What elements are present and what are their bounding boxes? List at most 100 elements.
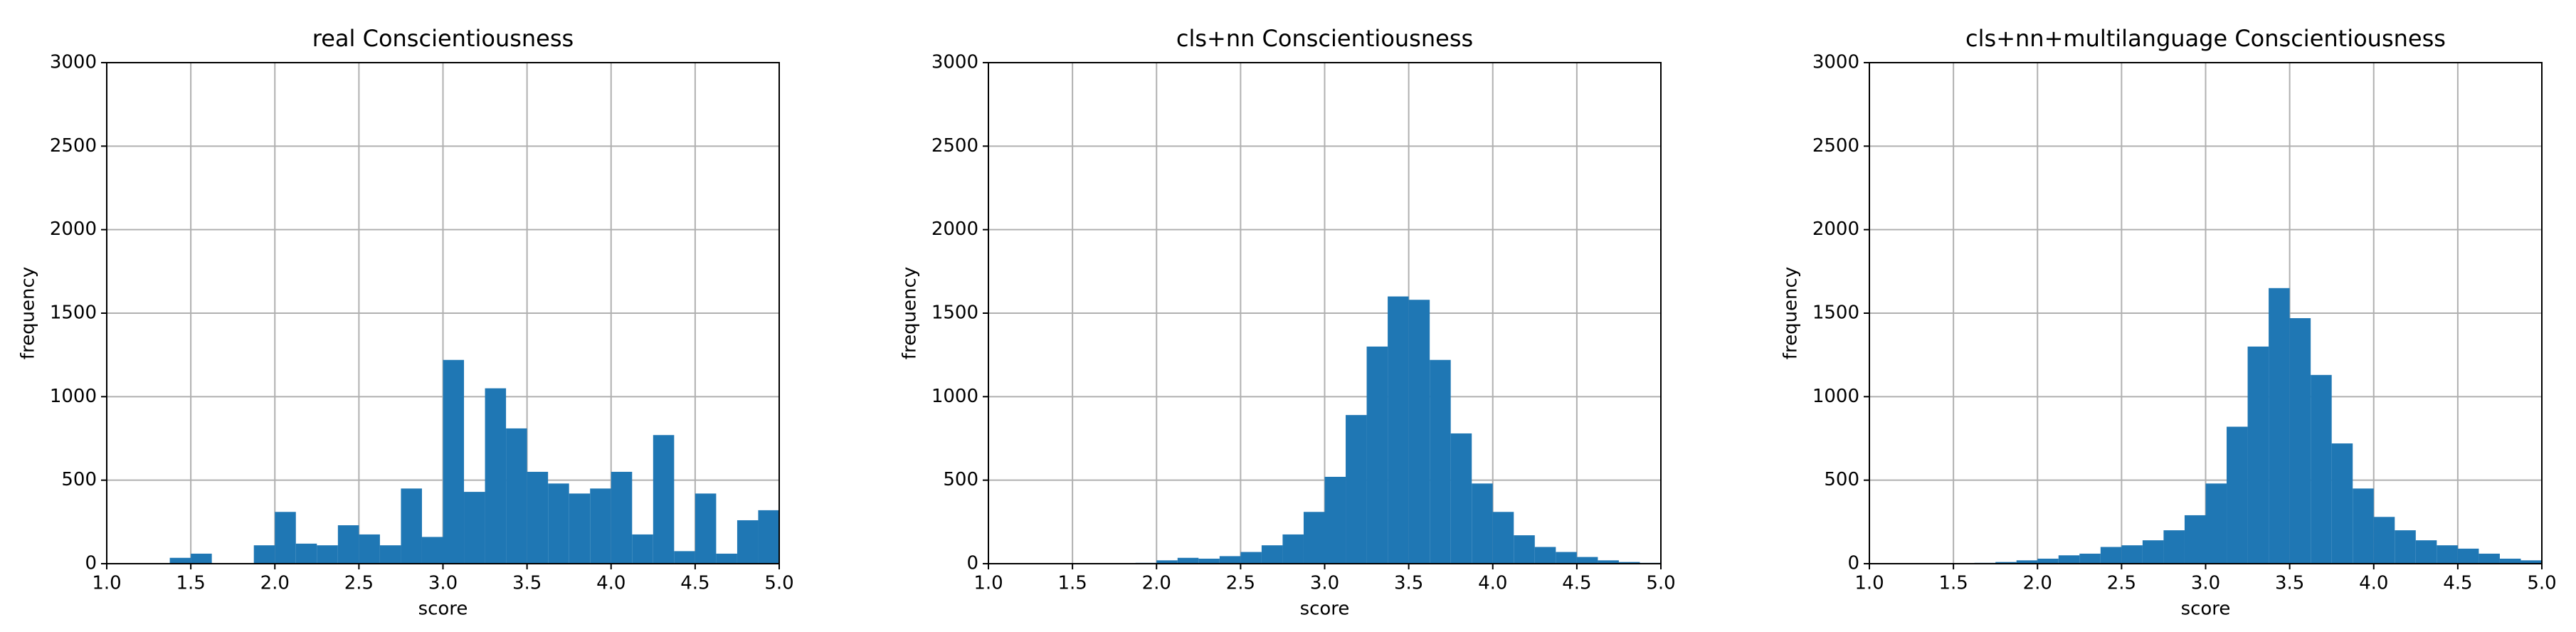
x-tick-label: 3.5 (2275, 573, 2304, 594)
x-tick-label: 1.0 (92, 573, 121, 594)
bar (548, 483, 569, 564)
bar (337, 525, 359, 564)
bar (1156, 560, 1178, 564)
bar (2269, 288, 2290, 564)
bar (653, 435, 675, 564)
y-tick-label: 2500 (1812, 135, 1859, 157)
bar (2395, 530, 2416, 564)
y-tick-label: 3000 (1812, 52, 1859, 73)
bar (1556, 552, 1577, 564)
x-tick-label: 4.0 (596, 573, 625, 594)
y-tick-label: 2000 (931, 218, 978, 240)
bar (1198, 558, 1220, 564)
x-tick-label: 1.0 (973, 573, 1003, 594)
y-axis-label: frequency (1780, 267, 1802, 359)
bar (421, 537, 443, 564)
bar (2163, 530, 2185, 564)
bar (1282, 534, 1304, 564)
bar (1324, 476, 1346, 564)
bar (1450, 433, 1472, 564)
bar (253, 545, 275, 564)
y-axis-label: frequency (899, 267, 921, 359)
chart-title: real Conscientiousness (312, 25, 574, 52)
bar (1240, 552, 1262, 564)
x-tick-label: 3.0 (2191, 573, 2220, 594)
bar (2499, 558, 2521, 564)
bar (2121, 545, 2143, 564)
bar (2227, 426, 2248, 564)
bar (506, 428, 527, 564)
y-tick-label: 3000 (50, 52, 97, 73)
bar (1346, 415, 1367, 564)
bar (2437, 545, 2458, 564)
y-tick-label: 1500 (50, 302, 97, 324)
x-tick-label: 3.0 (1310, 573, 1339, 594)
bar (1408, 300, 1430, 564)
bar (1366, 346, 1388, 564)
x-tick-label: 5.0 (764, 573, 793, 594)
bar (737, 520, 759, 564)
y-tick-label: 500 (1824, 469, 1859, 490)
x-tick-label: 3.5 (512, 573, 542, 594)
x-tick-label: 3.5 (1394, 573, 1423, 594)
x-axis-label: score (2181, 599, 2231, 620)
x-tick-label: 4.0 (2359, 573, 2388, 594)
x-axis-label: score (1300, 599, 1350, 620)
bar (716, 553, 737, 564)
bar (275, 512, 296, 564)
bar (2058, 555, 2080, 564)
bar (2142, 540, 2164, 564)
bar (590, 488, 611, 564)
x-tick-label: 2.0 (1142, 573, 1171, 594)
x-tick-label: 2.5 (1226, 573, 1255, 594)
bar (464, 492, 485, 564)
bar (632, 534, 653, 564)
chart-title: cls+nn+multilanguage Conscientiousness (1965, 25, 2446, 52)
y-tick-label: 500 (943, 469, 978, 490)
bar (1177, 557, 1199, 564)
bar (2079, 553, 2101, 564)
bar (2479, 553, 2500, 564)
bar (2100, 547, 2122, 564)
bar (1995, 562, 2017, 564)
y-tick-label: 0 (85, 553, 97, 574)
x-tick-label: 4.0 (1478, 573, 1507, 594)
bar (2037, 558, 2059, 564)
bar (1598, 560, 1619, 564)
x-tick-label: 4.5 (1562, 573, 1591, 594)
bar (1219, 556, 1241, 564)
bar (1618, 562, 1640, 564)
x-tick-label: 4.5 (680, 573, 709, 594)
bar (2205, 483, 2227, 564)
chart-title: cls+nn Conscientiousness (1176, 25, 1473, 52)
bar (2289, 318, 2311, 564)
bar (2415, 540, 2437, 564)
axes-frame (106, 62, 780, 564)
bar (2373, 517, 2395, 564)
y-tick-label: 1000 (1812, 386, 1859, 407)
x-tick-label: 5.0 (1646, 573, 1675, 594)
bar (2247, 346, 2269, 564)
x-tick-label: 2.0 (2023, 573, 2052, 594)
y-tick-label: 2500 (50, 135, 97, 157)
x-tick-label: 2.5 (344, 573, 374, 594)
y-tick-label: 3000 (931, 52, 978, 73)
y-tick-label: 500 (61, 469, 97, 490)
y-tick-label: 2000 (1812, 218, 1859, 240)
bar (2457, 548, 2479, 564)
bar (2184, 515, 2206, 564)
bar (2016, 560, 2038, 564)
bar (2331, 443, 2353, 564)
bar (2311, 374, 2332, 564)
x-tick-label: 1.5 (1057, 573, 1087, 594)
x-tick-label: 2.5 (2107, 573, 2136, 594)
bar (1534, 547, 1556, 564)
x-tick-label: 1.0 (1854, 573, 1884, 594)
bar (674, 551, 695, 564)
bar (169, 557, 191, 564)
axes-frame (1869, 62, 2543, 564)
x-tick-label: 4.5 (2443, 573, 2472, 594)
y-tick-label: 1000 (50, 386, 97, 407)
bar (379, 545, 401, 564)
